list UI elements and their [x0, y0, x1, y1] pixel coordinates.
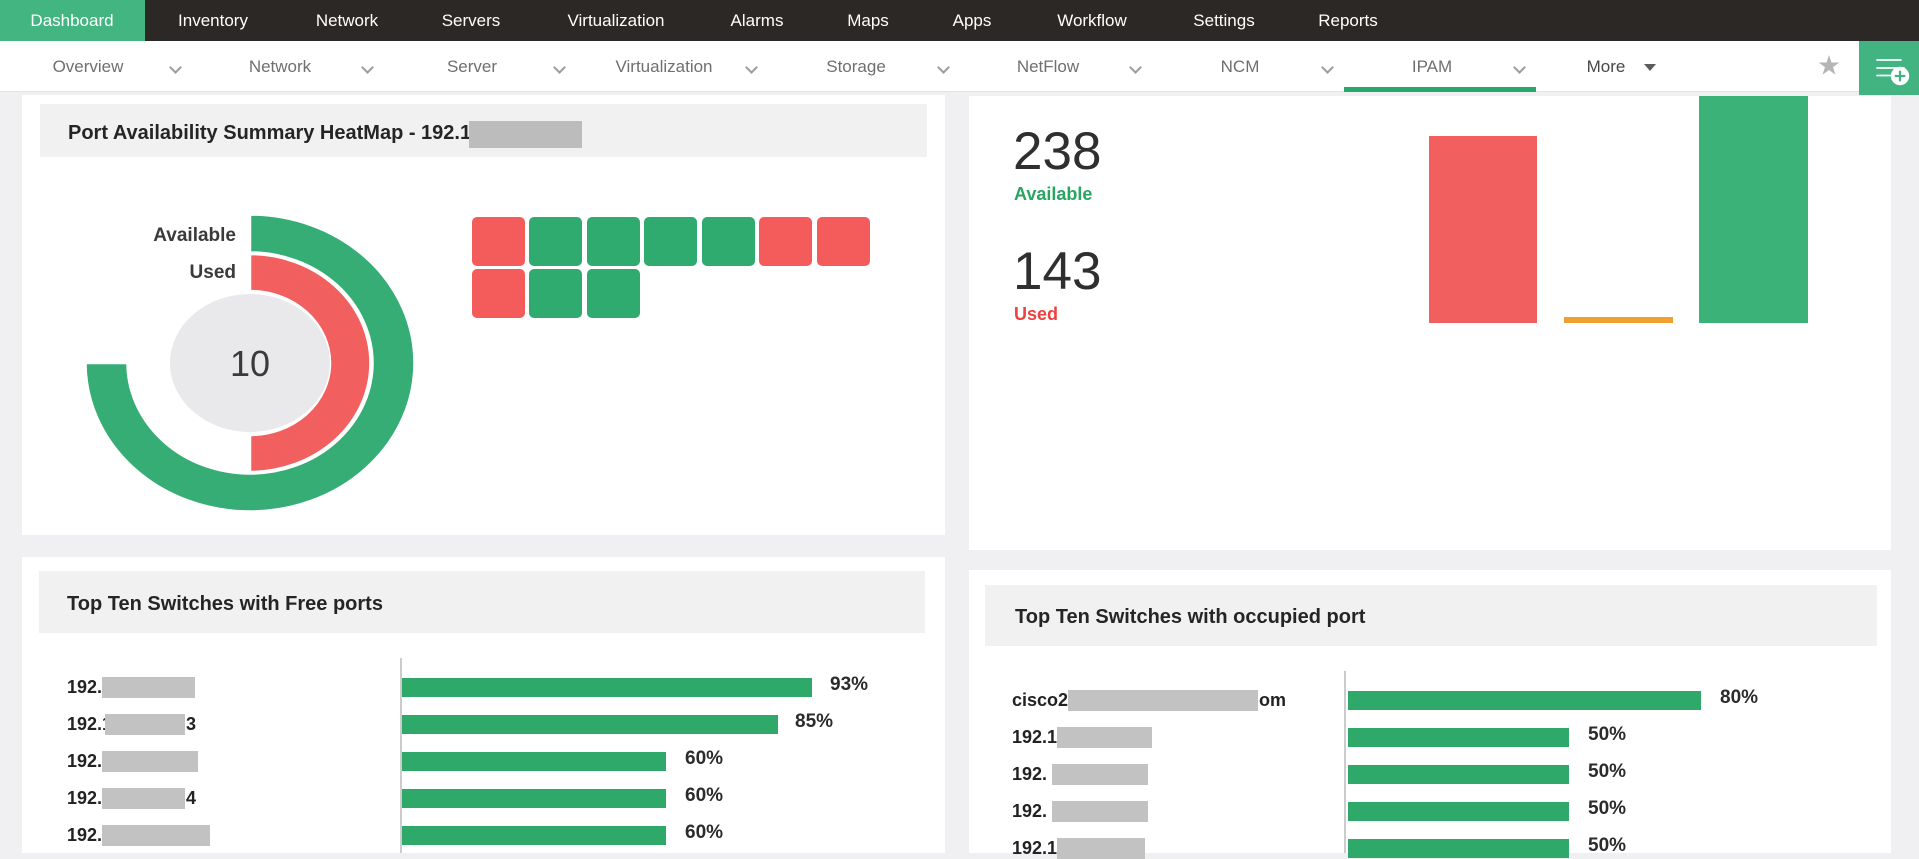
svg-text:10: 10 — [230, 343, 270, 384]
svg-text:Available: Available — [153, 225, 236, 246]
svg-text:Used: Used — [190, 262, 236, 283]
